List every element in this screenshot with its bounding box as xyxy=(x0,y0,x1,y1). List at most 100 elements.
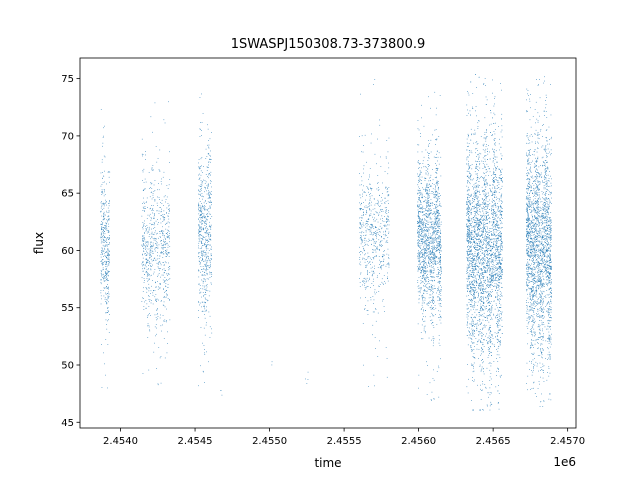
data-point xyxy=(436,223,438,225)
data-point xyxy=(107,310,109,311)
data-point xyxy=(209,234,211,235)
data-point xyxy=(382,256,384,257)
data-point xyxy=(489,253,490,254)
data-point xyxy=(202,239,203,241)
data-point xyxy=(149,275,151,277)
data-point xyxy=(102,254,103,255)
data-point xyxy=(432,256,433,258)
data-point xyxy=(103,256,104,257)
data-point xyxy=(419,233,420,235)
data-point xyxy=(468,236,470,237)
data-point xyxy=(166,253,168,255)
data-point xyxy=(105,229,107,230)
data-point xyxy=(491,225,493,226)
data-point xyxy=(417,291,419,293)
data-point xyxy=(431,305,432,307)
data-point xyxy=(431,204,433,206)
data-point xyxy=(437,156,439,158)
data-point xyxy=(364,254,365,256)
data-point xyxy=(476,163,477,165)
data-point xyxy=(430,212,432,213)
data-point xyxy=(202,252,204,254)
data-point xyxy=(143,240,144,242)
data-point xyxy=(440,266,442,267)
data-point xyxy=(209,221,210,223)
data-point xyxy=(482,168,484,169)
data-point xyxy=(376,212,378,214)
data-point xyxy=(382,254,384,256)
data-point xyxy=(435,251,437,252)
data-point xyxy=(142,222,144,223)
data-point xyxy=(382,220,383,222)
data-point xyxy=(198,202,199,204)
data-point xyxy=(106,242,108,243)
data-point xyxy=(148,273,149,275)
data-point xyxy=(482,304,483,306)
data-point xyxy=(307,371,309,373)
data-point xyxy=(422,232,424,233)
data-point xyxy=(152,131,153,133)
data-point xyxy=(473,133,474,135)
data-point xyxy=(376,233,377,235)
data-point xyxy=(499,257,500,258)
data-point xyxy=(440,298,442,299)
data-point xyxy=(375,233,376,234)
data-point xyxy=(417,201,419,203)
data-point xyxy=(168,184,170,186)
data-point xyxy=(487,258,488,259)
data-point xyxy=(422,295,423,296)
data-point xyxy=(155,298,157,300)
data-point xyxy=(423,211,425,212)
data-point xyxy=(103,278,105,279)
data-point xyxy=(108,254,109,256)
data-point xyxy=(421,207,423,208)
data-point xyxy=(440,239,441,241)
data-point xyxy=(167,203,169,204)
data-point xyxy=(422,319,423,321)
data-point xyxy=(155,247,157,249)
data-point xyxy=(481,207,483,209)
data-point xyxy=(373,258,375,260)
data-point xyxy=(199,178,200,180)
data-point xyxy=(478,249,479,250)
data-point xyxy=(422,242,423,244)
data-point xyxy=(487,277,488,279)
data-point xyxy=(198,204,199,205)
data-point xyxy=(207,244,209,245)
data-point xyxy=(432,280,433,281)
data-point xyxy=(494,254,496,255)
data-point xyxy=(418,298,420,300)
data-point xyxy=(100,256,102,258)
data-point xyxy=(154,232,156,234)
data-point xyxy=(202,255,204,256)
data-point xyxy=(499,169,500,170)
data-point xyxy=(480,299,482,300)
data-point xyxy=(167,237,169,239)
data-point xyxy=(364,259,366,261)
data-point xyxy=(387,280,389,282)
data-point xyxy=(146,288,148,290)
data-point xyxy=(379,244,381,245)
data-point xyxy=(207,216,208,218)
data-point xyxy=(144,203,145,204)
data-point xyxy=(494,217,495,219)
data-point xyxy=(437,193,439,195)
data-point xyxy=(468,258,470,260)
data-point xyxy=(427,274,428,275)
data-point xyxy=(101,273,102,275)
data-point xyxy=(377,182,379,183)
data-point xyxy=(104,245,106,246)
data-point xyxy=(466,212,468,214)
data-point xyxy=(359,286,361,287)
data-point xyxy=(374,79,376,80)
data-point xyxy=(364,206,365,208)
data-point xyxy=(367,261,368,262)
data-point xyxy=(467,232,469,234)
data-point xyxy=(203,345,205,346)
data-point xyxy=(483,371,484,373)
data-point xyxy=(422,254,424,256)
data-point xyxy=(200,218,202,220)
data-point xyxy=(164,297,166,298)
data-point xyxy=(203,304,205,306)
data-point xyxy=(436,194,438,195)
